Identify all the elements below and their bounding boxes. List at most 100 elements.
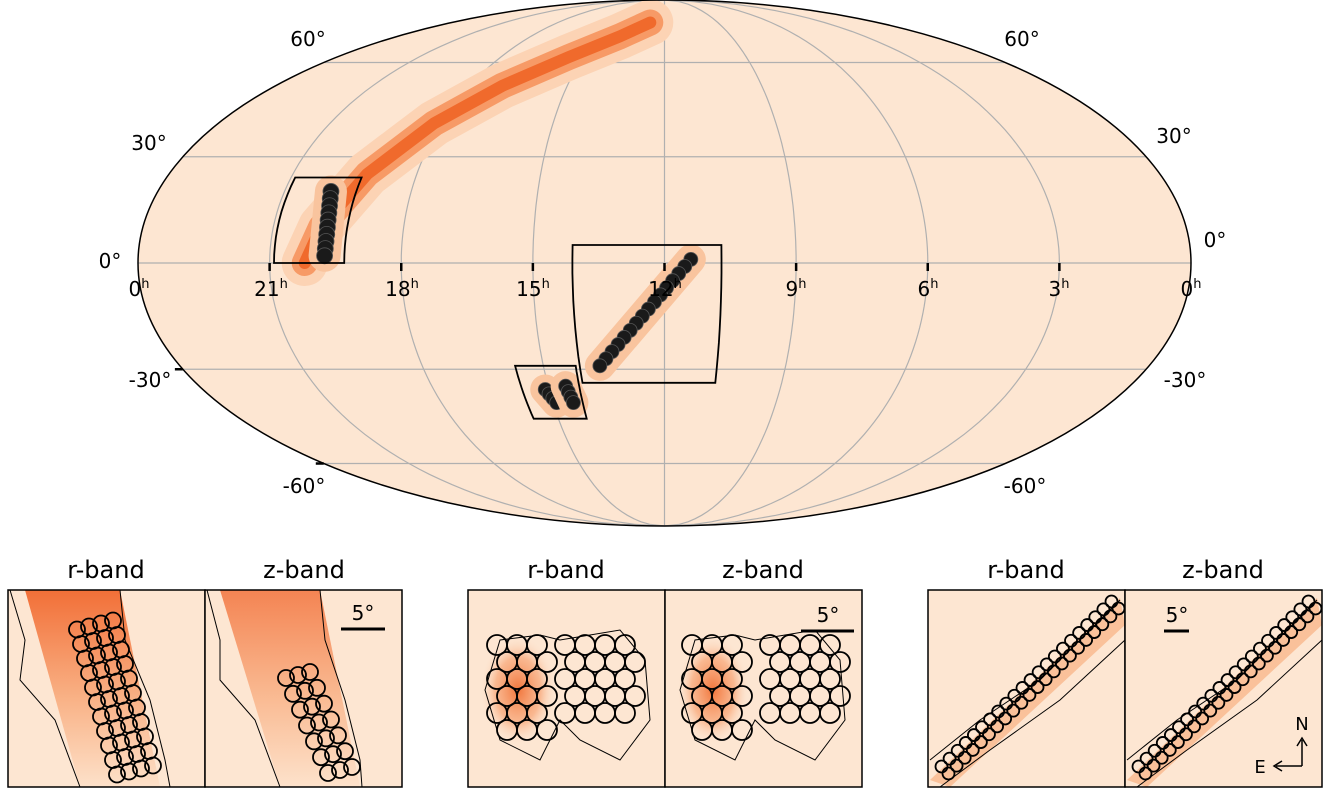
inset-group-left: r-band z-band 5° bbox=[7, 556, 403, 788]
box-1 bbox=[273, 176, 363, 264]
tile-circle bbox=[614, 634, 636, 656]
tile-circle bbox=[1155, 736, 1170, 750]
tile-circle bbox=[319, 764, 337, 782]
tile-circle bbox=[819, 668, 841, 690]
tile-circle bbox=[1071, 640, 1085, 655]
contour-line bbox=[679, 629, 846, 761]
tile-circle bbox=[1079, 633, 1094, 647]
tile-circle bbox=[1007, 688, 1022, 703]
ra-label-0-right: 0h bbox=[1181, 277, 1202, 301]
compass: N E bbox=[1254, 714, 1308, 778]
tile-circle bbox=[1031, 665, 1046, 680]
tile-circle bbox=[1014, 695, 1029, 710]
tile-circle bbox=[1220, 673, 1235, 687]
dec-label-30-right: 30° bbox=[1156, 124, 1191, 148]
tile-circle bbox=[1088, 610, 1103, 625]
panel-middle-r bbox=[467, 589, 666, 788]
ra-ticks bbox=[174, 263, 1061, 465]
tile-circle bbox=[934, 759, 949, 774]
tile-circle bbox=[1251, 656, 1266, 671]
tile-circle bbox=[303, 697, 321, 716]
tile-circle bbox=[536, 685, 558, 707]
tile-circle bbox=[329, 726, 347, 745]
dec-label-60-right: 60° bbox=[1004, 27, 1039, 51]
tile-circle bbox=[614, 668, 636, 690]
tile-circle bbox=[526, 634, 548, 656]
ra-label-18: 18h bbox=[385, 277, 419, 301]
tile-circle bbox=[305, 732, 323, 751]
panel-left-r bbox=[7, 589, 206, 788]
tile-circle bbox=[1131, 759, 1146, 774]
tile-circle bbox=[1204, 688, 1219, 703]
tile-dot bbox=[592, 358, 608, 374]
tile-circle bbox=[1054, 656, 1069, 671]
panel-middle-z: 5° bbox=[664, 589, 863, 788]
tile-circle bbox=[1227, 680, 1242, 694]
tile-circle bbox=[144, 756, 162, 775]
panel-title-left-r: r-band bbox=[67, 556, 144, 584]
tile-circle bbox=[973, 735, 988, 749]
tile-dot bbox=[566, 395, 581, 411]
tile-circle bbox=[132, 759, 150, 778]
ra-label-15: 15h bbox=[516, 277, 550, 301]
tile-circle bbox=[343, 758, 361, 776]
ra-label-12: 12h bbox=[648, 277, 682, 301]
compass-north: N bbox=[1295, 714, 1308, 735]
tile-circle bbox=[1260, 648, 1274, 663]
tile-circle bbox=[950, 743, 965, 758]
skymap: 0h 21h 18h 15h 12h 9h 6h 3h 0h 60° 60° 3… bbox=[99, 0, 1226, 527]
tile-circle bbox=[941, 766, 956, 781]
tile-circle bbox=[1147, 743, 1162, 758]
region-2b bbox=[550, 371, 589, 418]
tile-circle bbox=[315, 694, 333, 713]
region-1 bbox=[308, 175, 347, 272]
tile-circle bbox=[1284, 625, 1299, 639]
tile-circle bbox=[819, 702, 841, 724]
tile-circle bbox=[975, 720, 989, 735]
tile-circle bbox=[1261, 633, 1275, 648]
panel-title-right-r: r-band bbox=[987, 556, 1064, 584]
tile-circle bbox=[1047, 649, 1062, 664]
tile-circle bbox=[331, 761, 349, 779]
tile-circle bbox=[322, 710, 340, 729]
tile-circles bbox=[68, 611, 162, 784]
tile-circle bbox=[1087, 625, 1102, 639]
inset-group-right: r-band z-band 5° N E bbox=[927, 556, 1323, 788]
contour-line bbox=[9, 589, 171, 788]
dec-label-60-left: 60° bbox=[290, 27, 325, 51]
tile-circle bbox=[1080, 618, 1095, 632]
tile-circle bbox=[1212, 681, 1227, 695]
tile-circle bbox=[1180, 712, 1194, 727]
tile-circle bbox=[1038, 672, 1053, 687]
box-3 bbox=[571, 244, 723, 384]
tile-circle bbox=[819, 634, 841, 656]
tile-circle bbox=[1170, 735, 1185, 749]
tile-circle bbox=[1301, 594, 1316, 609]
ra-label-0-left: 0h bbox=[129, 277, 150, 301]
tile-circle bbox=[1172, 720, 1186, 735]
tile-circle bbox=[526, 702, 548, 724]
tile-circle bbox=[291, 700, 309, 719]
tile-circle bbox=[999, 696, 1014, 711]
tile-circle bbox=[1146, 758, 1161, 773]
tile-circle bbox=[1292, 617, 1307, 632]
dec-label-neg60-left: -60° bbox=[283, 474, 326, 498]
tile-circle bbox=[308, 678, 326, 697]
tile-circle bbox=[1244, 649, 1259, 664]
tile-circle bbox=[324, 745, 342, 764]
tile-circle bbox=[721, 668, 743, 690]
tile-circle bbox=[1046, 664, 1061, 679]
tile-circle bbox=[1203, 703, 1218, 718]
tile-circle bbox=[1063, 648, 1077, 663]
tile-circle bbox=[1179, 727, 1193, 742]
tile-circle bbox=[312, 748, 330, 767]
tile-circle bbox=[624, 651, 646, 673]
tile-circle bbox=[1285, 610, 1300, 625]
tile-circle bbox=[284, 684, 302, 703]
panel-left-z: 5° bbox=[204, 589, 403, 788]
tile-circle bbox=[296, 681, 314, 700]
panel-title-right-z: z-band bbox=[1182, 556, 1264, 584]
tile-circle bbox=[1243, 664, 1258, 679]
tile-circle bbox=[289, 666, 307, 684]
